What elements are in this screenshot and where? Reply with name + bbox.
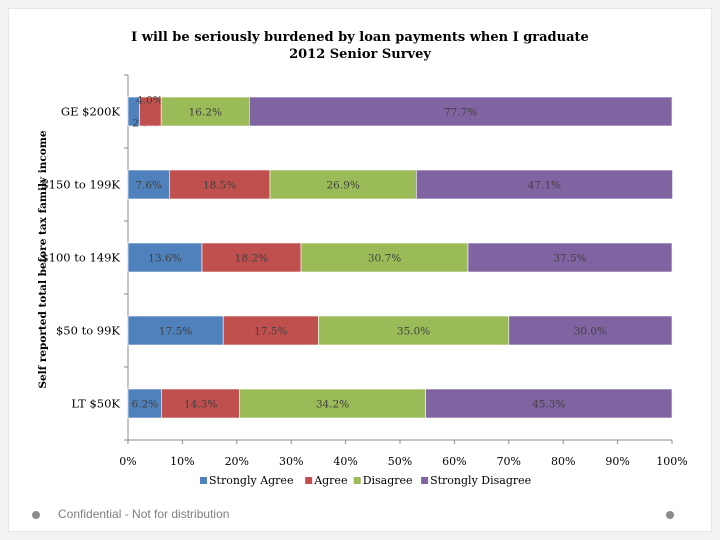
data-label: 14.3% [184, 399, 217, 411]
category-label: GE $200K [61, 105, 121, 119]
chart-title: I will be seriously burdened by loan pay… [131, 30, 589, 45]
data-label: 17.5% [159, 326, 192, 338]
data-label: 16.2% [189, 107, 222, 119]
footer-dot-left [32, 511, 40, 519]
footer-confidential: Confidential - Not for distribution [58, 507, 230, 521]
legend-label: Agree [313, 474, 347, 487]
bar-segment [249, 96, 673, 127]
bar-segment [161, 388, 240, 419]
data-label: 30.7% [368, 253, 401, 265]
bar-segment [416, 169, 673, 200]
legend-swatch [200, 477, 207, 484]
bar-segment [508, 315, 673, 346]
bar-segment [222, 315, 319, 346]
data-label: 35.0% [397, 326, 430, 338]
data-label: 18.2% [235, 253, 268, 265]
legend-label: Strongly Disagree [430, 474, 531, 487]
data-label: 77.7% [444, 107, 477, 119]
legend-label: Disagree [363, 474, 413, 487]
chart-subtitle: 2012 Senior Survey [289, 47, 431, 62]
bar-segment [127, 242, 203, 273]
data-label: 47.1% [528, 180, 561, 192]
x-tick-label: 10% [170, 455, 194, 468]
bar-segment [160, 96, 250, 127]
bar-segment [201, 242, 302, 273]
data-label: 37.5% [553, 253, 586, 265]
legend-swatch [305, 477, 313, 484]
y-axis-label: Self reported total before tax family in… [37, 130, 49, 388]
bar-segment [269, 169, 417, 200]
x-tick-label: 40% [333, 455, 357, 468]
bar-segment [300, 242, 469, 273]
category-label: LT $50K [71, 397, 120, 411]
legend-swatch [353, 477, 361, 484]
bar-segment [467, 242, 673, 273]
bar-segment [169, 169, 271, 200]
x-tick-label: 50% [388, 455, 412, 468]
data-label: 18.5% [203, 180, 236, 192]
category-label: $100 to 149K [41, 251, 120, 265]
bar-segment [425, 388, 673, 419]
footer-dot-right [666, 511, 674, 519]
x-tick-label: 90% [605, 455, 629, 468]
data-label: 13.6% [148, 253, 181, 265]
data-label: 34.2% [316, 399, 349, 411]
x-tick-label: 70% [497, 455, 521, 468]
bar-segment [318, 315, 510, 346]
data-label: 17.5% [254, 326, 287, 338]
x-tick-label: 80% [551, 455, 575, 468]
bar-segment [239, 388, 426, 419]
bar-segment [127, 315, 224, 346]
x-tick-label: 0% [119, 455, 136, 468]
bar-segment [127, 169, 170, 200]
x-tick-label: 30% [279, 455, 303, 468]
x-tick-label: 60% [442, 455, 466, 468]
category-label: $50 to 99K [56, 324, 120, 338]
legend-label: Strongly Agree [209, 474, 293, 487]
x-tick-label: 100% [656, 455, 687, 468]
category-label: $150 to 199K [41, 178, 120, 192]
legend-swatch [421, 477, 429, 484]
x-tick-label: 20% [225, 455, 249, 468]
data-label: 4.0% [136, 95, 163, 107]
data-label: 26.9% [326, 180, 359, 192]
data-label: 6.2% [132, 399, 159, 411]
data-label: 7.6% [135, 180, 162, 192]
data-label: 45.3% [532, 399, 565, 411]
data-label: 30.0% [574, 326, 607, 338]
